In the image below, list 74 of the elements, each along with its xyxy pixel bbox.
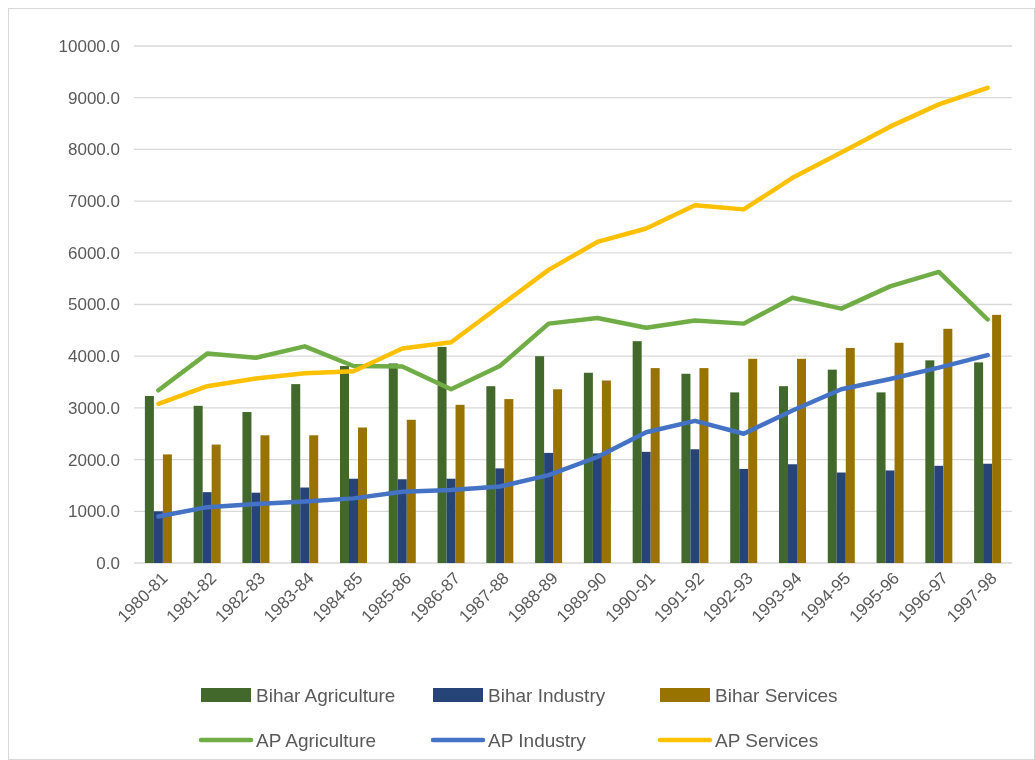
bar xyxy=(211,444,221,563)
bar xyxy=(446,478,456,563)
bar xyxy=(690,449,700,563)
y-tick-label: 4000.0 xyxy=(68,347,120,367)
line-series xyxy=(156,269,990,393)
bar xyxy=(894,342,904,563)
bar xyxy=(885,470,895,563)
legend-label: Bihar Services xyxy=(715,684,838,706)
bar xyxy=(699,368,709,563)
bar xyxy=(260,435,270,563)
bar xyxy=(486,386,496,563)
legend-label: AP Agriculture xyxy=(256,729,377,751)
bar xyxy=(739,468,749,563)
bar xyxy=(388,363,398,563)
y-tick-label: 0.0 xyxy=(96,553,120,573)
bar xyxy=(925,360,935,563)
legend-label: Bihar Industry xyxy=(488,684,606,706)
y-tick-label: 5000.0 xyxy=(68,295,120,315)
y-tick-label: 2000.0 xyxy=(68,450,120,470)
bar xyxy=(748,358,758,563)
line-series xyxy=(156,85,990,407)
bar xyxy=(309,435,319,563)
bar xyxy=(397,479,407,563)
bar xyxy=(495,468,505,563)
y-tick-label: 10000.0 xyxy=(58,36,120,56)
bar xyxy=(162,454,172,563)
bar xyxy=(876,392,886,563)
bar xyxy=(358,427,367,563)
legend-label: AP Industry xyxy=(488,729,587,751)
bar xyxy=(730,392,740,563)
bar xyxy=(202,492,212,563)
bar xyxy=(437,346,447,563)
bar xyxy=(934,465,944,563)
bar xyxy=(583,372,593,563)
bar xyxy=(779,386,788,563)
y-tick-label: 9000.0 xyxy=(68,88,120,108)
line-series xyxy=(156,352,990,519)
y-tick-label: 8000.0 xyxy=(68,140,120,160)
bar xyxy=(992,314,1002,563)
bar xyxy=(788,464,797,563)
legend-label: AP Services xyxy=(715,729,819,751)
bar xyxy=(681,373,691,563)
bar xyxy=(153,511,163,563)
y-tick-label: 7000.0 xyxy=(68,192,120,212)
bar xyxy=(943,328,953,563)
bar xyxy=(845,347,855,563)
bar xyxy=(242,412,252,563)
bar xyxy=(251,492,261,563)
bar xyxy=(504,399,514,563)
y-tick-label: 6000.0 xyxy=(68,243,120,263)
bar xyxy=(797,358,806,563)
bar xyxy=(193,405,203,563)
bar xyxy=(974,362,984,563)
bar xyxy=(455,404,465,563)
bar xyxy=(291,384,301,563)
bar xyxy=(300,487,310,563)
bar xyxy=(535,356,545,563)
bar xyxy=(632,341,642,563)
bar xyxy=(340,366,349,563)
bar xyxy=(592,453,602,563)
y-tick-label: 1000.0 xyxy=(68,502,120,522)
bar xyxy=(349,478,358,563)
bar xyxy=(827,369,837,563)
bar xyxy=(650,368,660,563)
bar xyxy=(836,472,846,563)
legend-label: Bihar Agriculture xyxy=(256,684,396,706)
y-tick-label: 3000.0 xyxy=(68,398,120,418)
bar xyxy=(553,389,563,563)
bar xyxy=(601,380,611,563)
bar xyxy=(641,451,651,563)
bar xyxy=(144,396,154,563)
bar xyxy=(983,463,993,563)
bar xyxy=(406,419,416,563)
bar xyxy=(544,452,554,563)
